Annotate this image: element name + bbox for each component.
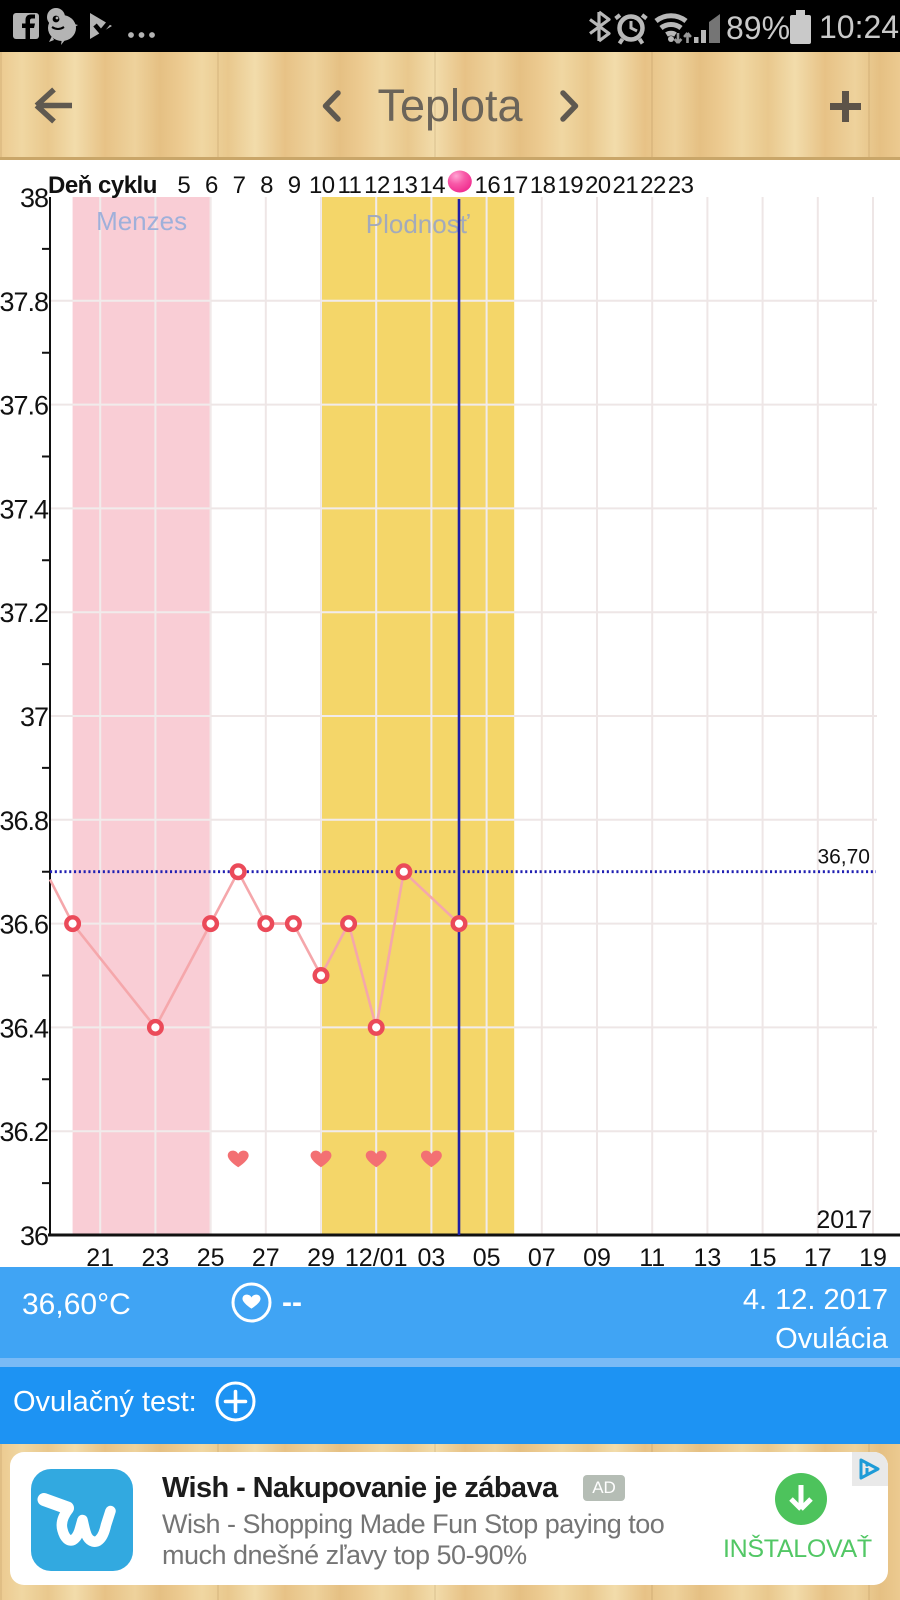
svg-text:23: 23 xyxy=(668,172,694,199)
svg-text:37.4: 37.4 xyxy=(0,494,49,524)
svg-text:10: 10 xyxy=(309,172,335,199)
svg-text:Teplota: Teplota xyxy=(377,80,523,131)
svg-text:12: 12 xyxy=(364,172,390,199)
svg-text:36.8: 36.8 xyxy=(0,806,48,836)
svg-text:5: 5 xyxy=(177,172,190,199)
svg-text:Menzes: Menzes xyxy=(96,206,187,236)
svg-text:36: 36 xyxy=(20,1221,48,1251)
svg-text:13: 13 xyxy=(392,172,418,199)
svg-text:36,70: 36,70 xyxy=(817,846,870,869)
svg-text:37.2: 37.2 xyxy=(0,598,48,628)
svg-text:18: 18 xyxy=(530,172,556,199)
svg-text:7: 7 xyxy=(233,172,246,199)
svg-text:14: 14 xyxy=(419,172,445,199)
svg-text:37.6: 37.6 xyxy=(0,391,48,421)
svg-text:9: 9 xyxy=(288,172,301,199)
svg-text:36.4: 36.4 xyxy=(0,1013,49,1043)
svg-text:36.2: 36.2 xyxy=(0,1117,48,1147)
svg-text:22: 22 xyxy=(640,172,666,199)
svg-text:20: 20 xyxy=(585,172,611,199)
svg-text:6: 6 xyxy=(205,172,218,199)
svg-text:16: 16 xyxy=(475,172,501,199)
svg-text:21: 21 xyxy=(613,172,639,199)
svg-text:2017: 2017 xyxy=(816,1206,872,1234)
svg-text:17: 17 xyxy=(502,172,528,199)
svg-text:37: 37 xyxy=(20,702,48,732)
svg-text:11: 11 xyxy=(337,172,361,199)
svg-text:37.8: 37.8 xyxy=(0,287,48,317)
svg-text:19: 19 xyxy=(557,172,583,199)
svg-text:36.6: 36.6 xyxy=(0,910,48,940)
svg-text:8: 8 xyxy=(260,172,273,199)
svg-text:Deň cyklu: Deň cyklu xyxy=(48,172,157,199)
svg-text:Plodnosť: Plodnosť xyxy=(366,209,470,239)
svg-text:38: 38 xyxy=(20,183,48,213)
